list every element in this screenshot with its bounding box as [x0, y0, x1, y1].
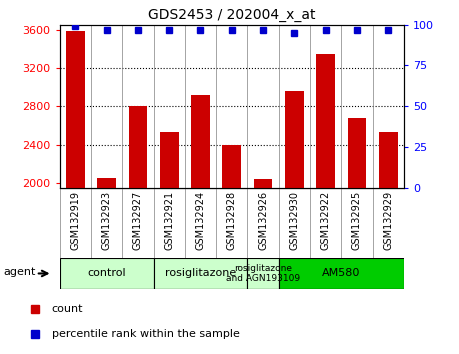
Text: GSM132929: GSM132929	[383, 191, 393, 250]
Text: agent: agent	[3, 267, 35, 277]
Text: count: count	[52, 304, 84, 314]
Text: rosiglitazone
and AGN193109: rosiglitazone and AGN193109	[226, 264, 300, 283]
Bar	[160, 132, 179, 188]
Bar	[379, 132, 397, 188]
Text: GSM132928: GSM132928	[227, 191, 237, 250]
Text: GSM132921: GSM132921	[164, 191, 174, 250]
Text: GSM132927: GSM132927	[133, 191, 143, 250]
Bar	[285, 91, 304, 188]
Text: percentile rank within the sample: percentile rank within the sample	[52, 329, 240, 339]
Bar	[191, 95, 210, 188]
Text: rosiglitazone: rosiglitazone	[165, 268, 236, 279]
Text: GSM132924: GSM132924	[196, 191, 206, 250]
Text: GSM132930: GSM132930	[289, 191, 299, 250]
Bar	[347, 118, 366, 188]
Title: GDS2453 / 202004_x_at: GDS2453 / 202004_x_at	[148, 8, 315, 22]
Bar	[247, 258, 279, 289]
Text: GSM132922: GSM132922	[321, 191, 330, 250]
Text: GSM132923: GSM132923	[101, 191, 112, 250]
Text: control: control	[87, 268, 126, 279]
Bar	[97, 178, 116, 188]
Bar	[279, 258, 404, 289]
Bar	[129, 106, 147, 188]
Bar	[66, 32, 85, 188]
Bar	[154, 258, 247, 289]
Text: GSM132925: GSM132925	[352, 191, 362, 250]
Bar	[316, 53, 335, 188]
Bar	[254, 179, 273, 188]
Bar	[223, 145, 241, 188]
Text: AM580: AM580	[322, 268, 360, 279]
Text: GSM132926: GSM132926	[258, 191, 268, 250]
Bar	[60, 258, 154, 289]
Text: GSM132919: GSM132919	[70, 191, 80, 250]
